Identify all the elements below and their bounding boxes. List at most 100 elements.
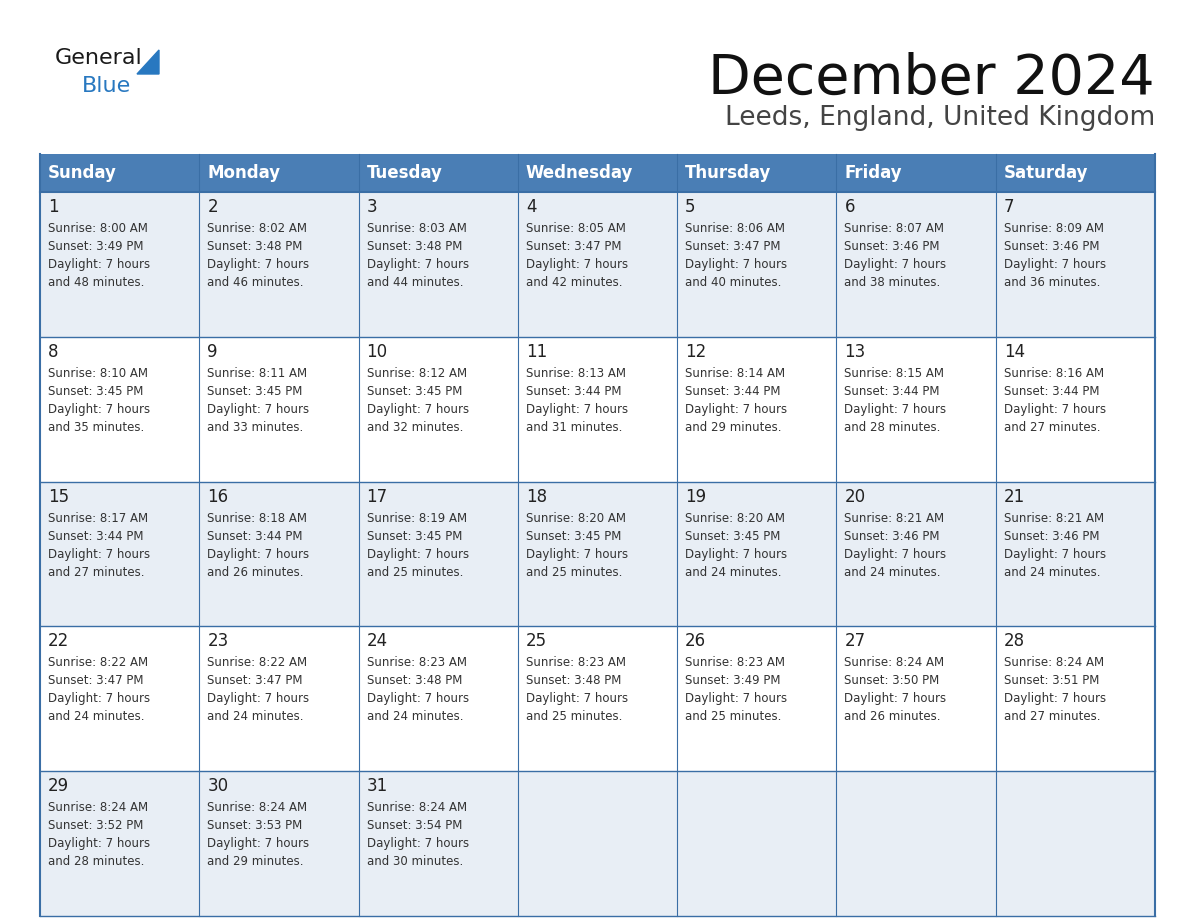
Text: Sunset: 3:53 PM: Sunset: 3:53 PM xyxy=(207,819,303,833)
Text: Sunrise: 8:24 AM: Sunrise: 8:24 AM xyxy=(367,801,467,814)
Text: and 27 minutes.: and 27 minutes. xyxy=(48,565,145,578)
Text: 27: 27 xyxy=(845,633,866,650)
Text: Sunset: 3:48 PM: Sunset: 3:48 PM xyxy=(526,675,621,688)
Text: and 27 minutes.: and 27 minutes. xyxy=(1004,711,1100,723)
Bar xyxy=(677,192,836,337)
Text: and 25 minutes.: and 25 minutes. xyxy=(526,565,623,578)
Text: 13: 13 xyxy=(845,342,866,361)
Text: Sunrise: 8:22 AM: Sunrise: 8:22 AM xyxy=(48,656,148,669)
Text: Wednesday: Wednesday xyxy=(526,164,633,182)
Bar xyxy=(996,192,1155,337)
Text: and 42 minutes.: and 42 minutes. xyxy=(526,276,623,289)
Text: Sunset: 3:45 PM: Sunset: 3:45 PM xyxy=(685,530,781,543)
Text: Daylight: 7 hours: Daylight: 7 hours xyxy=(526,258,628,271)
Text: Sunset: 3:47 PM: Sunset: 3:47 PM xyxy=(526,240,621,253)
Bar xyxy=(836,192,996,337)
Text: Sunrise: 8:20 AM: Sunrise: 8:20 AM xyxy=(526,511,626,524)
Bar xyxy=(996,626,1155,771)
Bar xyxy=(518,626,677,771)
Text: 8: 8 xyxy=(48,342,58,361)
Text: Sunrise: 8:23 AM: Sunrise: 8:23 AM xyxy=(685,656,785,669)
Text: Daylight: 7 hours: Daylight: 7 hours xyxy=(48,258,150,271)
Bar xyxy=(359,482,518,626)
Text: and 29 minutes.: and 29 minutes. xyxy=(685,420,782,434)
Text: Sunset: 3:49 PM: Sunset: 3:49 PM xyxy=(48,240,144,253)
Text: 26: 26 xyxy=(685,633,707,650)
Text: and 26 minutes.: and 26 minutes. xyxy=(207,565,304,578)
Text: Thursday: Thursday xyxy=(685,164,771,182)
Text: Sunset: 3:44 PM: Sunset: 3:44 PM xyxy=(48,530,144,543)
Text: and 24 minutes.: and 24 minutes. xyxy=(685,565,782,578)
Text: Sunrise: 8:23 AM: Sunrise: 8:23 AM xyxy=(526,656,626,669)
Text: 10: 10 xyxy=(367,342,387,361)
Text: Daylight: 7 hours: Daylight: 7 hours xyxy=(845,548,947,561)
Bar xyxy=(677,482,836,626)
Text: Tuesday: Tuesday xyxy=(367,164,442,182)
Text: Daylight: 7 hours: Daylight: 7 hours xyxy=(367,403,469,416)
Bar xyxy=(359,192,518,337)
Text: and 27 minutes.: and 27 minutes. xyxy=(1004,420,1100,434)
Text: 2: 2 xyxy=(207,198,217,216)
Bar xyxy=(359,626,518,771)
Text: Sunrise: 8:19 AM: Sunrise: 8:19 AM xyxy=(367,511,467,524)
Bar xyxy=(40,626,200,771)
Text: Daylight: 7 hours: Daylight: 7 hours xyxy=(367,692,469,705)
Text: 17: 17 xyxy=(367,487,387,506)
Text: Sunset: 3:46 PM: Sunset: 3:46 PM xyxy=(845,530,940,543)
Text: Daylight: 7 hours: Daylight: 7 hours xyxy=(207,403,309,416)
Text: Sunset: 3:44 PM: Sunset: 3:44 PM xyxy=(685,385,781,397)
Bar xyxy=(40,192,200,337)
Text: Daylight: 7 hours: Daylight: 7 hours xyxy=(48,837,150,850)
Text: Sunset: 3:49 PM: Sunset: 3:49 PM xyxy=(685,675,781,688)
Text: Daylight: 7 hours: Daylight: 7 hours xyxy=(685,403,788,416)
Text: and 48 minutes.: and 48 minutes. xyxy=(48,276,145,289)
Bar xyxy=(996,771,1155,916)
Text: Sunset: 3:48 PM: Sunset: 3:48 PM xyxy=(207,240,303,253)
Text: Sunrise: 8:06 AM: Sunrise: 8:06 AM xyxy=(685,222,785,235)
Bar xyxy=(836,337,996,482)
Text: 29: 29 xyxy=(48,778,69,795)
Text: 20: 20 xyxy=(845,487,866,506)
Text: Sunrise: 8:10 AM: Sunrise: 8:10 AM xyxy=(48,367,148,380)
Text: Sunset: 3:52 PM: Sunset: 3:52 PM xyxy=(48,819,144,833)
Text: Sunrise: 8:11 AM: Sunrise: 8:11 AM xyxy=(207,367,308,380)
Text: Sunset: 3:45 PM: Sunset: 3:45 PM xyxy=(526,530,621,543)
Text: Daylight: 7 hours: Daylight: 7 hours xyxy=(526,692,628,705)
Bar xyxy=(200,337,359,482)
Text: Daylight: 7 hours: Daylight: 7 hours xyxy=(685,692,788,705)
Text: and 46 minutes.: and 46 minutes. xyxy=(207,276,304,289)
Text: 25: 25 xyxy=(526,633,546,650)
Text: and 25 minutes.: and 25 minutes. xyxy=(367,565,463,578)
Text: and 36 minutes.: and 36 minutes. xyxy=(1004,276,1100,289)
Text: 24: 24 xyxy=(367,633,387,650)
Text: Sunset: 3:47 PM: Sunset: 3:47 PM xyxy=(685,240,781,253)
Text: Daylight: 7 hours: Daylight: 7 hours xyxy=(1004,692,1106,705)
Text: 18: 18 xyxy=(526,487,546,506)
Bar xyxy=(677,771,836,916)
Bar xyxy=(40,337,200,482)
Text: 7: 7 xyxy=(1004,198,1015,216)
Text: 11: 11 xyxy=(526,342,548,361)
Text: Sunset: 3:45 PM: Sunset: 3:45 PM xyxy=(367,385,462,397)
Bar xyxy=(359,771,518,916)
Text: Daylight: 7 hours: Daylight: 7 hours xyxy=(367,258,469,271)
Text: December 2024: December 2024 xyxy=(708,52,1155,106)
Text: 31: 31 xyxy=(367,778,387,795)
Text: Daylight: 7 hours: Daylight: 7 hours xyxy=(685,258,788,271)
Text: Saturday: Saturday xyxy=(1004,164,1088,182)
Text: Daylight: 7 hours: Daylight: 7 hours xyxy=(48,692,150,705)
Text: Leeds, England, United Kingdom: Leeds, England, United Kingdom xyxy=(725,105,1155,131)
Text: General: General xyxy=(55,48,143,68)
Text: Daylight: 7 hours: Daylight: 7 hours xyxy=(1004,548,1106,561)
Text: 22: 22 xyxy=(48,633,69,650)
Text: Daylight: 7 hours: Daylight: 7 hours xyxy=(48,403,150,416)
Text: Sunrise: 8:24 AM: Sunrise: 8:24 AM xyxy=(48,801,148,814)
Text: Sunrise: 8:15 AM: Sunrise: 8:15 AM xyxy=(845,367,944,380)
Bar xyxy=(518,337,677,482)
Text: Daylight: 7 hours: Daylight: 7 hours xyxy=(207,837,309,850)
Text: 14: 14 xyxy=(1004,342,1025,361)
Text: Sunrise: 8:16 AM: Sunrise: 8:16 AM xyxy=(1004,367,1104,380)
Bar xyxy=(518,771,677,916)
Text: Sunset: 3:45 PM: Sunset: 3:45 PM xyxy=(367,530,462,543)
Text: Sunrise: 8:02 AM: Sunrise: 8:02 AM xyxy=(207,222,308,235)
